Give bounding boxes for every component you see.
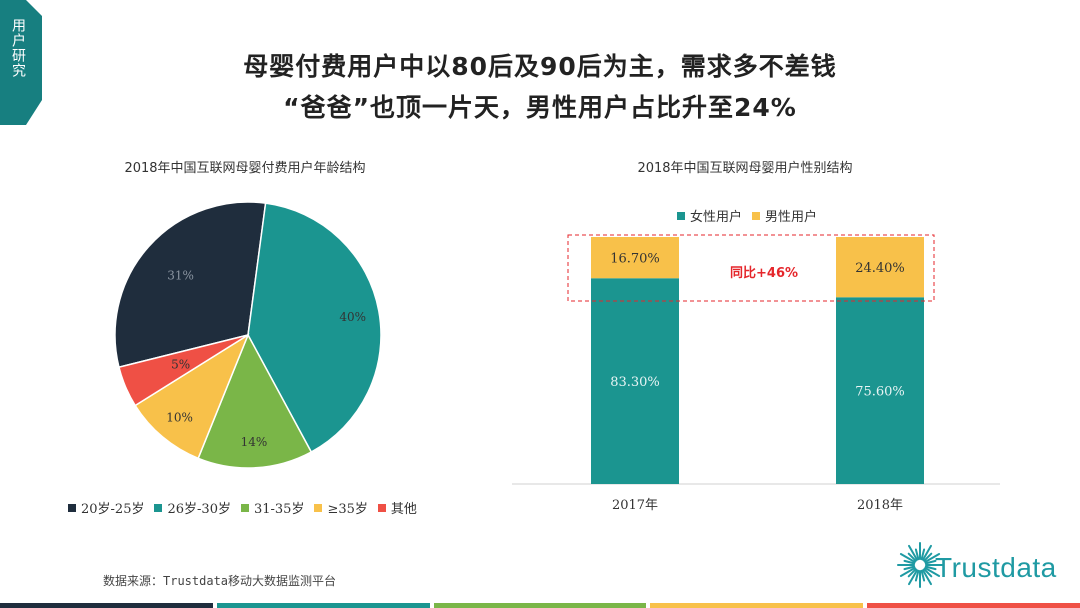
sunburst-ray <box>903 565 916 571</box>
pie-legend-item-2: 26岁-30岁 <box>154 498 231 517</box>
gender-stacked-bar-chart: 83.30% 16.70% 2017年 75.60% 24.40% 2018年 <box>512 234 1000 513</box>
bar-segment-navy <box>0 603 213 608</box>
pie-legend-item-4: ≥35岁 <box>314 498 368 517</box>
sunburst-ray <box>924 567 941 577</box>
sunburst-ray <box>899 567 916 577</box>
bar-value-label: 83.30% <box>610 375 660 390</box>
trustdata-logo: Trustdata <box>895 538 1065 593</box>
yoy-highlight-box <box>567 234 935 302</box>
pie-legend-swatch <box>154 503 163 512</box>
sunburst-ray <box>920 548 926 561</box>
logo-text: Trustdata <box>935 552 1057 583</box>
sunburst-ray <box>924 565 937 571</box>
pie-legend-label: ≥35岁 <box>327 502 368 517</box>
section-tag: 用户研究 <box>10 18 26 78</box>
pie-slice-4 <box>134 333 250 460</box>
bar-value-label: 75.60% <box>855 385 905 400</box>
sunburst-ray <box>907 552 917 562</box>
bar-1-segment-2 <box>591 237 679 279</box>
yoy-annotation: 同比+46% <box>730 266 799 281</box>
pie-value-label-5: 5% <box>171 358 190 372</box>
bar-chart-title: 2018年中国互联网母婴用户性别结构 <box>637 161 853 176</box>
x-tick-label: 2017年 <box>612 498 658 513</box>
x-tick-label: 2018年 <box>857 498 903 513</box>
bar-legend-label: 女性用户 <box>690 210 743 225</box>
sunburst-ray <box>923 552 933 562</box>
bar-segment-teal <box>216 603 430 608</box>
bar-segment-red <box>867 603 1080 608</box>
pie-value-label-1: 31% <box>167 269 194 283</box>
sunburst-ray <box>908 544 918 561</box>
sunburst-ray <box>922 569 932 586</box>
pie-legend-label: 26岁-30岁 <box>167 502 231 517</box>
sunburst-ray <box>922 544 932 561</box>
bar-segment-yellow <box>650 603 864 608</box>
pie-legend-item-3: 31-35岁 <box>240 498 305 517</box>
sunburst-ray <box>924 553 941 563</box>
bar-1-segment-1 <box>591 278 679 484</box>
pie-slice-2 <box>247 202 382 454</box>
bar-legend: 女性用户 男性用户 <box>677 206 827 225</box>
sunburst-ray <box>914 569 920 582</box>
pie-legend: 20岁-25岁 26岁-30岁 31-35岁 ≥35岁 其他 <box>68 498 427 517</box>
sunburst-ray <box>914 548 920 561</box>
sunburst-icon <box>897 542 943 588</box>
bar-segment-green <box>433 603 647 608</box>
pie-slice-5 <box>118 334 249 407</box>
headline-line-2: “爸爸”也顶一片天，男性用户占比升至24% <box>283 93 797 122</box>
bar-legend-swatch <box>677 211 685 220</box>
pie-legend-label: 31-35岁 <box>253 502 305 517</box>
pie-value-label-2: 40% <box>339 310 366 324</box>
pie-legend-swatch <box>240 503 249 512</box>
bar-legend-swatch <box>752 211 761 220</box>
bar-legend-item-2: 男性用户 <box>752 206 817 225</box>
pie-slice-3 <box>197 333 313 469</box>
pie-legend-swatch <box>68 503 76 512</box>
age-pie-chart: 31% 40% 14% 10% 5% <box>114 201 382 469</box>
pie-value-label-3: 14% <box>241 435 268 449</box>
bar-2-segment-2 <box>836 237 924 298</box>
bar-value-label: 16.70% <box>610 252 660 267</box>
pie-value-label-4: 10% <box>166 411 193 425</box>
pie-legend-item-5: 其他 <box>377 498 417 517</box>
sunburst-ray <box>903 559 916 565</box>
pie-legend-swatch <box>314 503 323 512</box>
sunburst-ray <box>923 568 933 578</box>
section-tag-shape <box>0 0 42 125</box>
bar-2-segment-1 <box>836 297 924 484</box>
sunburst-ray <box>907 568 917 578</box>
bar-legend-item-1: 女性用户 <box>677 206 742 225</box>
pie-legend-swatch <box>377 503 386 512</box>
data-source: 数据来源：Trustdata移动大数据监测平台 <box>103 574 337 588</box>
sunburst-ray <box>908 569 918 586</box>
pie-chart-title: 2018年中国互联网母婴付费用户年龄结构 <box>124 161 366 176</box>
pie-legend-item-1: 20岁-25岁 <box>68 498 144 517</box>
pie-slice-1 <box>114 201 267 369</box>
bar-legend-label: 男性用户 <box>765 210 818 225</box>
sunburst-ray <box>899 553 916 563</box>
sunburst-ray <box>924 559 937 565</box>
pie-legend-label: 其他 <box>390 502 417 517</box>
bottom-color-bar <box>0 603 1080 608</box>
bar-value-label: 24.40% <box>855 261 905 276</box>
headline-line-1: 母婴付费用户中以80后及90后为主，需求多不差钱 <box>243 52 837 81</box>
pie-legend-label: 20岁-25岁 <box>81 502 145 517</box>
sunburst-ray <box>920 569 926 582</box>
